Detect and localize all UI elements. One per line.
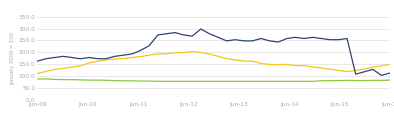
Y-axis label: January 2009 = 100: January 2009 = 100 bbox=[11, 32, 16, 85]
